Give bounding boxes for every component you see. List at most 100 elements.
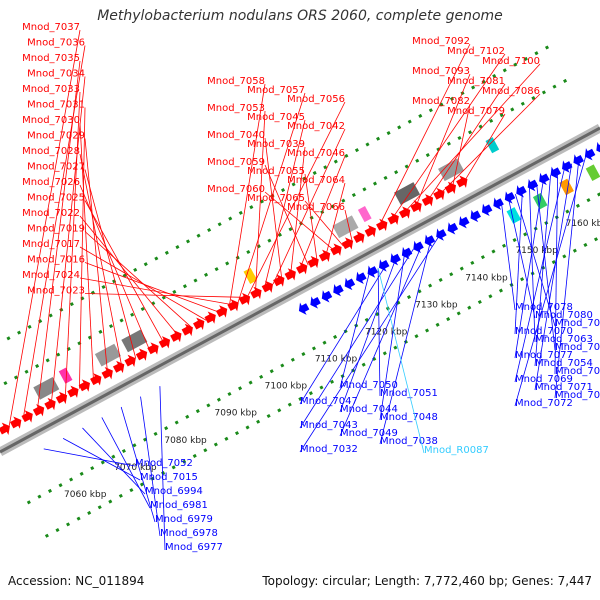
kbp-tick-label: 7080 kbp — [164, 436, 207, 446]
leader-line — [554, 171, 559, 375]
leader-line — [325, 182, 346, 256]
highlight-gene — [585, 164, 600, 181]
forward-gene-label: Mnod_7064 — [287, 175, 345, 186]
forward-gene-label: Mnod_7029 — [27, 131, 85, 142]
forward-gene-label: Mnod_7045 — [247, 112, 305, 123]
reverse-gene — [378, 259, 390, 272]
leader-line — [415, 73, 471, 208]
reverse-gene-label: Mnod_7044 — [340, 404, 398, 415]
kbp-tick-label: 7120 kbp — [365, 327, 408, 337]
leader-line — [120, 406, 156, 523]
reverse-gene — [470, 209, 481, 223]
length-value: 7,772,460 bp — [423, 574, 504, 588]
topology-label: Topology: — [262, 574, 319, 588]
forward-gene — [376, 218, 388, 232]
leader-line — [290, 146, 306, 275]
reverse-gene-label: Mnod_7063 — [535, 334, 593, 345]
forward-gene-label: Mnod_7035 — [22, 53, 80, 64]
map-title: Methylobacterium nodulans ORS 2060, comp… — [97, 8, 503, 24]
forward-gene-label: Mnod_7057 — [247, 85, 305, 96]
forward-gene-label: Mnod_7016 — [27, 255, 85, 266]
reverse-gene-label: Mnod_7080 — [535, 310, 593, 321]
leader-line — [500, 201, 516, 311]
highlight-gene — [559, 178, 574, 196]
genes-label: Genes: — [511, 574, 554, 588]
forward-gene — [284, 268, 296, 281]
forward-gene — [78, 379, 90, 392]
forward-gene-label: Mnod_7100 — [482, 56, 540, 67]
reverse-gene-label: Mnod_7077 — [515, 350, 573, 361]
reverse-gene — [321, 290, 333, 303]
leader-line — [140, 396, 161, 537]
forward-gene-label: Mnod_7024 — [22, 270, 80, 281]
forward-gene-label: Mnod_7042 — [287, 121, 345, 132]
leader-line — [84, 293, 249, 298]
leader-line — [62, 438, 141, 481]
reverse-gene — [356, 271, 367, 284]
leader-line — [299, 155, 346, 271]
forward-gene — [353, 231, 365, 244]
forward-gene-label: Mnod_7036 — [27, 38, 85, 49]
leader-line — [101, 417, 151, 509]
reverse-gene-label: Mnod_6977 — [165, 542, 223, 553]
gene-block — [94, 343, 121, 367]
forward-gene — [364, 224, 376, 238]
reverse-gene-label: Mnod_7072 — [515, 398, 573, 409]
leader-line — [79, 153, 123, 366]
leader-line — [64, 91, 81, 397]
reverse-gene-label: Mnod_7054 — [535, 358, 593, 369]
leader-line — [228, 83, 266, 308]
forward-gene — [147, 342, 159, 355]
kbp-tick-label: 7110 kbp — [315, 355, 358, 365]
forward-gene — [215, 305, 228, 318]
reverse-gene-label: Mnod_7070 — [515, 326, 573, 337]
forward-gene — [307, 255, 319, 269]
forward-gene — [10, 416, 22, 429]
leader-line — [554, 159, 580, 399]
leader-line — [379, 253, 405, 421]
reverse-gene — [504, 191, 516, 204]
leader-line — [50, 76, 86, 404]
leader-line — [246, 101, 346, 299]
length-label: Length: — [374, 574, 421, 588]
leader-line — [84, 231, 193, 329]
highlight-gene — [58, 367, 73, 384]
genome-stats: Topology: circular; Length: 7,772,460 bp… — [262, 574, 592, 588]
highlight-gene — [357, 206, 372, 223]
reverse-gene — [539, 172, 550, 186]
leader-line — [84, 200, 165, 344]
reverse-gene — [527, 178, 539, 192]
forward-gene-label: Mnod_7060 — [207, 184, 265, 195]
reverse-gene — [310, 296, 321, 309]
accession-label: Accession: — [8, 574, 72, 588]
forward-gene — [433, 187, 445, 201]
forward-gene — [193, 317, 205, 330]
leader-line — [344, 209, 353, 242]
kbp-tick-label: 7160 kbp — [566, 219, 600, 229]
forward-gene-label: Mnod_7031 — [27, 100, 85, 111]
reverse-gene — [333, 283, 344, 297]
forward-gene — [67, 385, 79, 398]
reverse-gene-label: Mnod_7068 — [555, 318, 600, 329]
accession-info: Accession: NC_011894 — [8, 574, 144, 588]
forward-gene — [261, 280, 274, 293]
forward-gene-label: Mnod_7028 — [22, 146, 80, 157]
leader-line — [299, 263, 388, 405]
forward-gene-label: Mnod_7033 — [22, 84, 80, 95]
reverse-gene-label: Mnod_6994 — [145, 486, 203, 497]
forward-gene — [112, 360, 125, 374]
forward-gene — [32, 404, 45, 417]
reverse-gene-label: Mnod_7038 — [380, 436, 438, 447]
highlight-gene — [506, 207, 522, 224]
forward-gene-label: Mnod_7040 — [207, 130, 265, 141]
forward-gene-label: Mnod_7102 — [447, 46, 505, 57]
reverse-gene-label: Mnod_7078 — [515, 302, 573, 313]
forward-gene-label: Mnod_7026 — [22, 177, 80, 188]
reverse-gene — [447, 222, 459, 235]
reverse-gene — [596, 141, 600, 153]
leader-line — [529, 186, 536, 343]
gene-block — [121, 329, 148, 353]
leader-line — [514, 190, 523, 335]
reverse-gene-label: Mnod_7062 — [555, 390, 600, 401]
leader-line — [514, 167, 566, 383]
